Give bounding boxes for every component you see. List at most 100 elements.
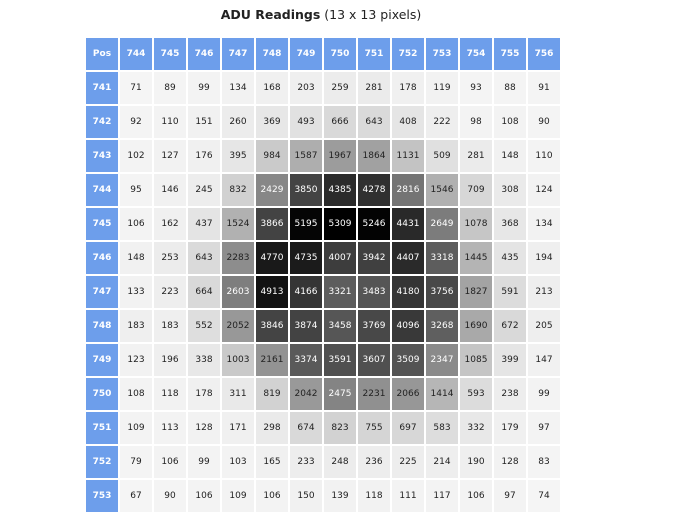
adu-cell: 3756 (426, 276, 458, 308)
adu-cell: 4735 (290, 242, 322, 274)
adu-cell: 128 (494, 446, 526, 478)
adu-cell: 67 (120, 480, 152, 512)
adu-cell: 3458 (324, 310, 356, 342)
adu-cell: 3321 (324, 276, 356, 308)
adu-cell: 205 (528, 310, 560, 342)
adu-cell: 98 (460, 106, 492, 138)
adu-cell: 4407 (392, 242, 424, 274)
adu-cell: 88 (494, 72, 526, 104)
adu-cell: 311 (222, 378, 254, 410)
adu-cell: 1524 (222, 208, 254, 240)
row-header: 751 (86, 412, 118, 444)
column-header: 748 (256, 38, 288, 70)
column-header: 750 (324, 38, 356, 70)
adu-cell: 103 (222, 446, 254, 478)
row-header: 744 (86, 174, 118, 206)
adu-cell: 99 (528, 378, 560, 410)
adu-cell: 151 (188, 106, 220, 138)
table-row: 749 123 196 338 1003 2161 3374 3591 3607 3509 2347… (86, 344, 560, 376)
adu-cell: 79 (120, 446, 152, 478)
adu-cell: 2649 (426, 208, 458, 240)
adu-cell: 146 (154, 174, 186, 206)
adu-cell: 552 (188, 310, 220, 342)
adu-cell: 171 (222, 412, 254, 444)
adu-cell: 2603 (222, 276, 254, 308)
adu-cell: 89 (154, 72, 186, 104)
adu-cell: 99 (188, 446, 220, 478)
adu-cell: 139 (324, 480, 356, 512)
table-body: 741 71 89 99 134 168 203 259 281 178 119 93 88 91 742 9… (86, 72, 560, 512)
adu-cell: 298 (256, 412, 288, 444)
row-header: 752 (86, 446, 118, 478)
adu-cell: 281 (460, 140, 492, 172)
adu-cell: 109 (222, 480, 254, 512)
adu-cell: 3318 (426, 242, 458, 274)
adu-cell: 4278 (358, 174, 390, 206)
row-header: 745 (86, 208, 118, 240)
adu-cell: 165 (256, 446, 288, 478)
row-header: 741 (86, 72, 118, 104)
adu-cell: 2347 (426, 344, 458, 376)
adu-cell: 183 (154, 310, 186, 342)
adu-cell: 178 (188, 378, 220, 410)
table-row: 753 67 90 106 109 106 150 139 118 111 117 106 97 74 (86, 480, 560, 512)
adu-cell: 4180 (392, 276, 424, 308)
table-title: ADU Readings (13 x 13 pixels) (0, 7, 642, 22)
column-header: 749 (290, 38, 322, 70)
adu-cell: 178 (392, 72, 424, 104)
adu-cell: 248 (324, 446, 356, 478)
adu-cell: 2816 (392, 174, 424, 206)
adu-cell: 168 (256, 72, 288, 104)
adu-cell: 148 (494, 140, 526, 172)
adu-cell: 643 (358, 106, 390, 138)
row-header: 746 (86, 242, 118, 274)
adu-cell: 2283 (222, 242, 254, 274)
adu-cell: 1414 (426, 378, 458, 410)
adu-cell: 179 (494, 412, 526, 444)
adu-cell: 233 (290, 446, 322, 478)
adu-cell: 123 (120, 344, 152, 376)
adu-cell: 1078 (460, 208, 492, 240)
column-header: 756 (528, 38, 560, 70)
adu-cell: 236 (358, 446, 390, 478)
adu-readings-table: Pos 744 745 746 747 748 749 750 751 752 753 754 755… (84, 36, 562, 514)
adu-cell: 4431 (392, 208, 424, 240)
adu-cell: 672 (494, 310, 526, 342)
adu-cell: 128 (188, 412, 220, 444)
adu-cell: 369 (256, 106, 288, 138)
adu-cell: 124 (528, 174, 560, 206)
adu-cell: 119 (426, 72, 458, 104)
adu-cell: 106 (256, 480, 288, 512)
row-header: 748 (86, 310, 118, 342)
adu-cell: 196 (154, 344, 186, 376)
adu-cell: 106 (460, 480, 492, 512)
adu-cell: 3850 (290, 174, 322, 206)
column-header: 747 (222, 38, 254, 70)
adu-cell: 3374 (290, 344, 322, 376)
adu-cell: 3874 (290, 310, 322, 342)
column-header: 751 (358, 38, 390, 70)
adu-cell: 83 (528, 446, 560, 478)
adu-cell: 4913 (256, 276, 288, 308)
table-row: 748 183 183 552 2052 3846 3874 3458 3769 4096 3268… (86, 310, 560, 342)
adu-cell: 113 (154, 412, 186, 444)
adu-cell: 399 (494, 344, 526, 376)
adu-cell: 183 (120, 310, 152, 342)
row-header: 749 (86, 344, 118, 376)
adu-cell: 3509 (392, 344, 424, 376)
column-header: 746 (188, 38, 220, 70)
adu-cell: 823 (324, 412, 356, 444)
adu-cell: 709 (460, 174, 492, 206)
adu-cell: 95 (120, 174, 152, 206)
adu-cell: 408 (392, 106, 424, 138)
adu-cell: 674 (290, 412, 322, 444)
table-row: 742 92 110 151 260 369 493 666 643 408 222 98 108 90 (86, 106, 560, 138)
adu-cell: 117 (426, 480, 458, 512)
adu-cell: 1827 (460, 276, 492, 308)
adu-cell: 4096 (392, 310, 424, 342)
adu-cell: 118 (154, 378, 186, 410)
adu-cell: 176 (188, 140, 220, 172)
adu-cell: 260 (222, 106, 254, 138)
table-row: 743 102 127 176 395 984 1587 1967 1864 1131 509 281… (86, 140, 560, 172)
adu-cell: 664 (188, 276, 220, 308)
